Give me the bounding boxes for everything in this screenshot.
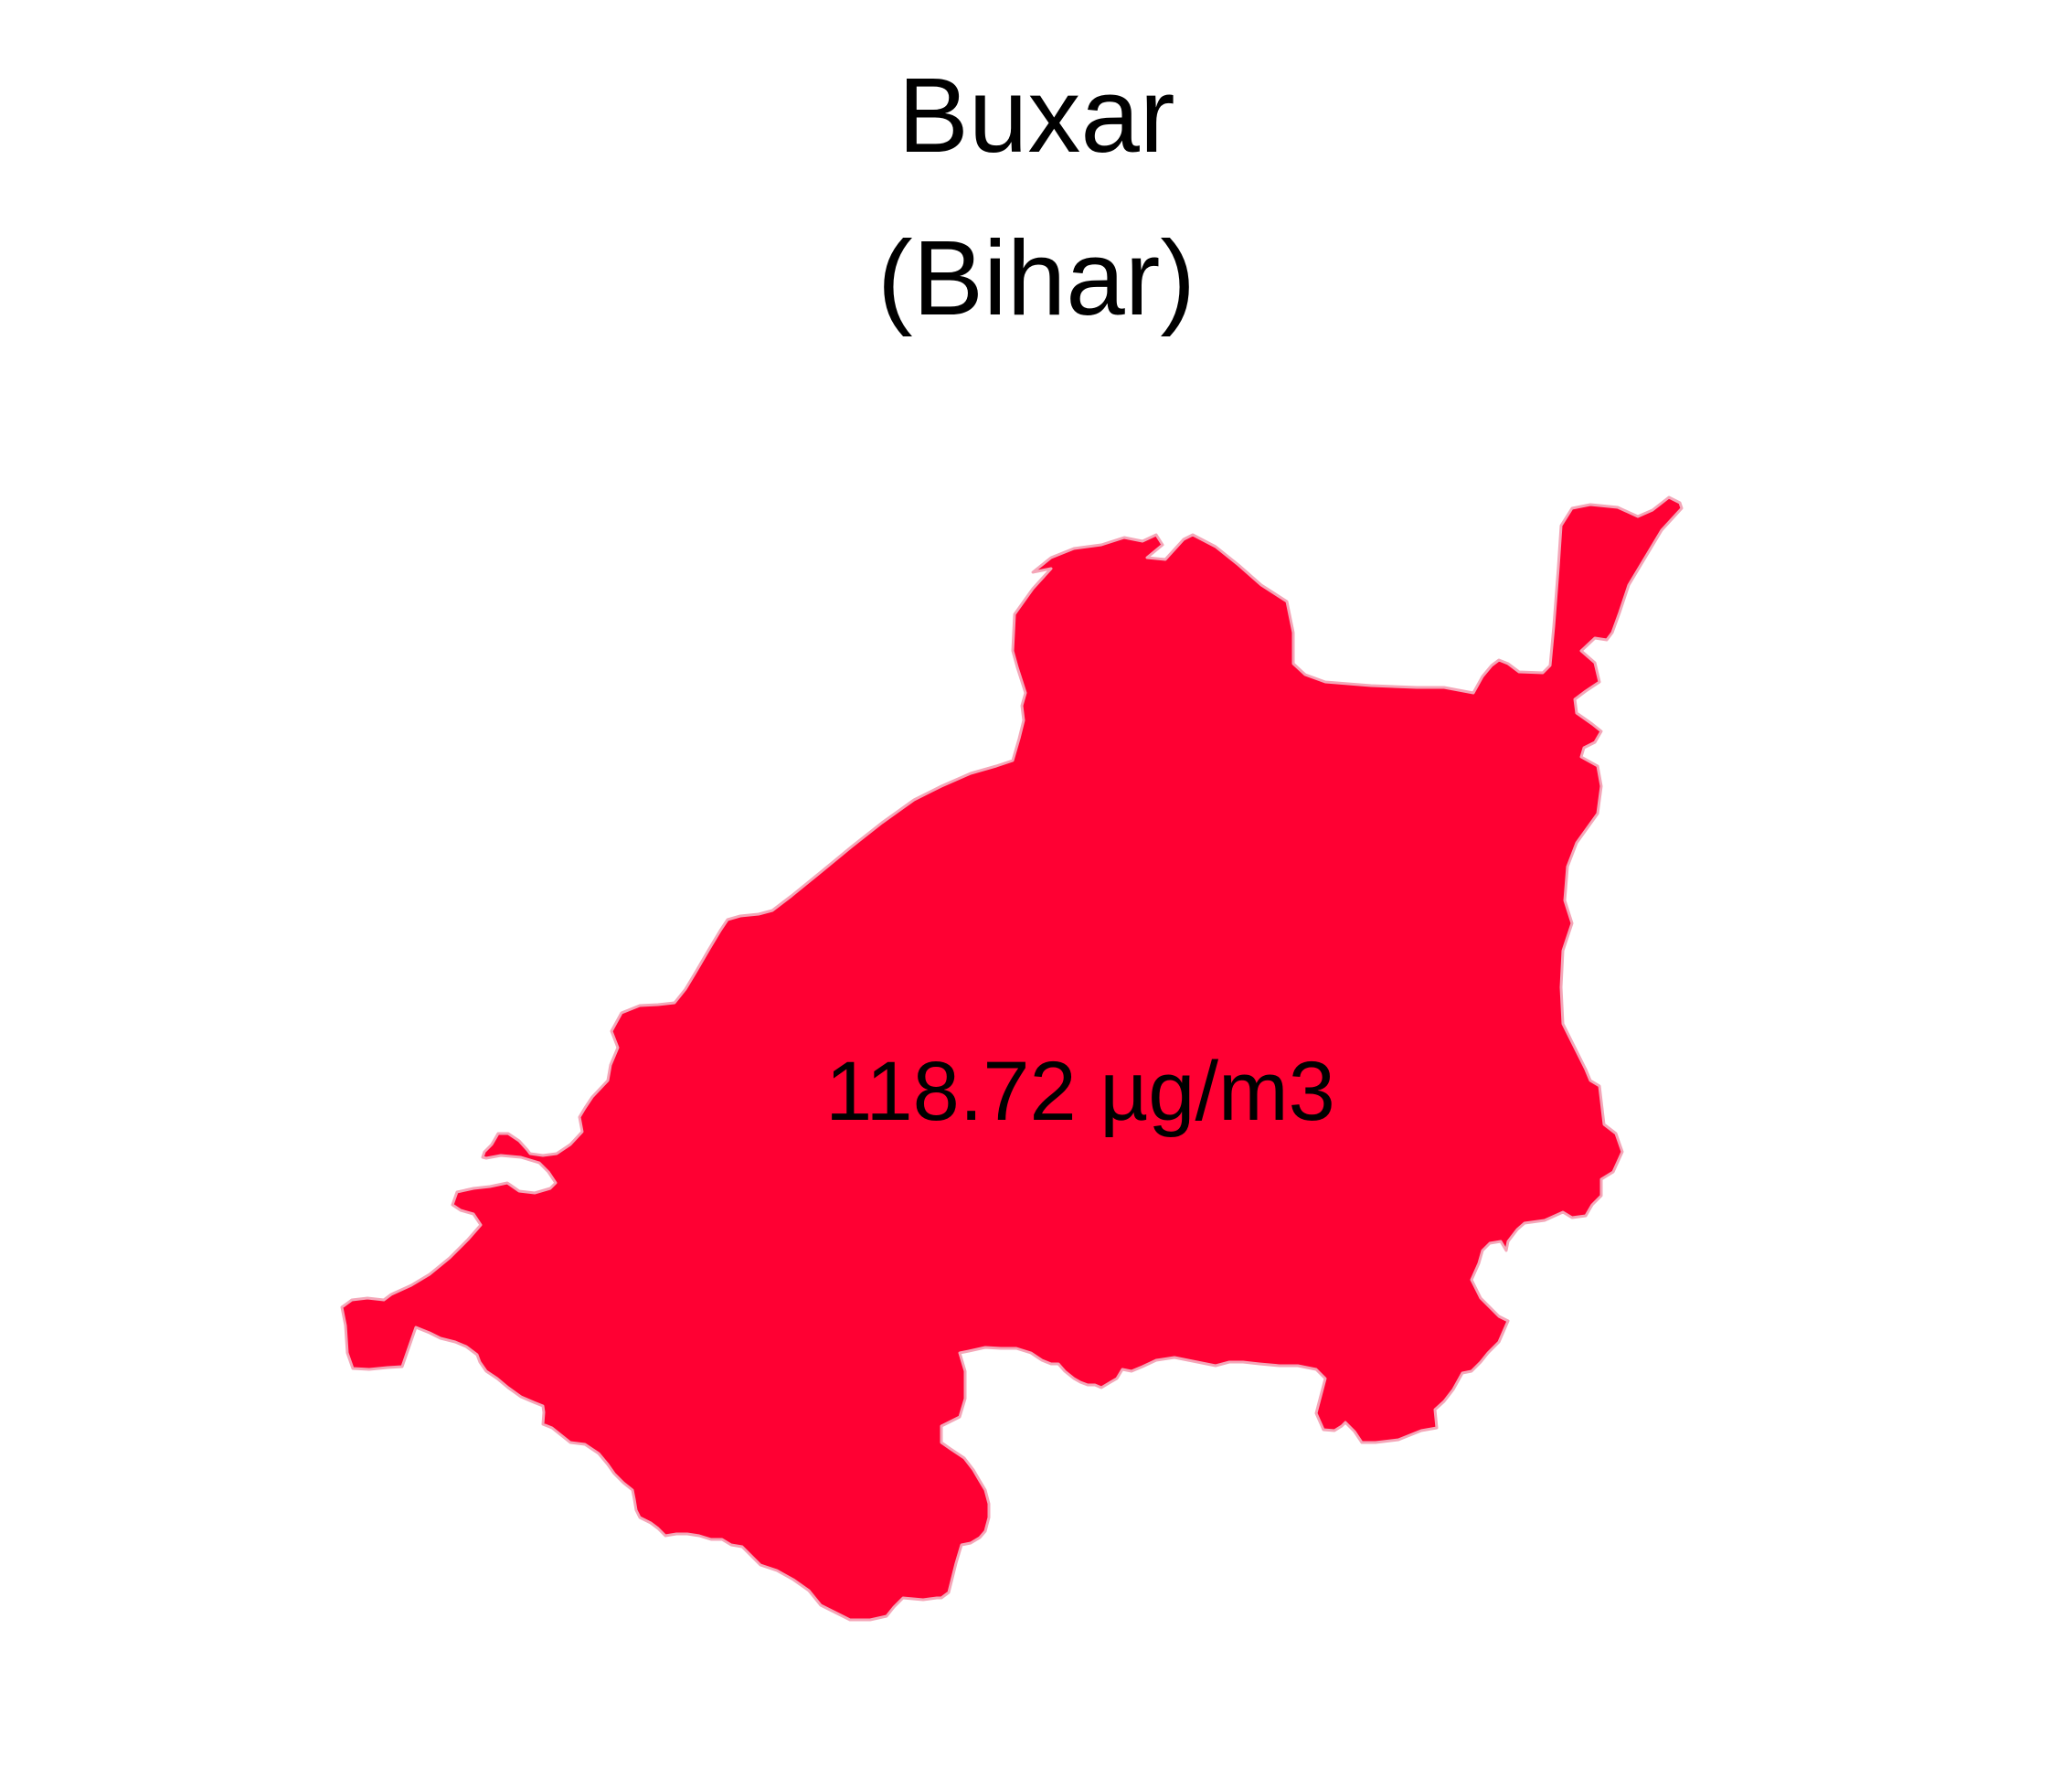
- region-value-label: 118.72 µg/m3: [825, 1045, 1335, 1138]
- map-subtitle: (Bihar): [877, 218, 1195, 337]
- district-region-buxar[interactable]: [340, 495, 1684, 1622]
- map-title: Buxar: [898, 56, 1174, 175]
